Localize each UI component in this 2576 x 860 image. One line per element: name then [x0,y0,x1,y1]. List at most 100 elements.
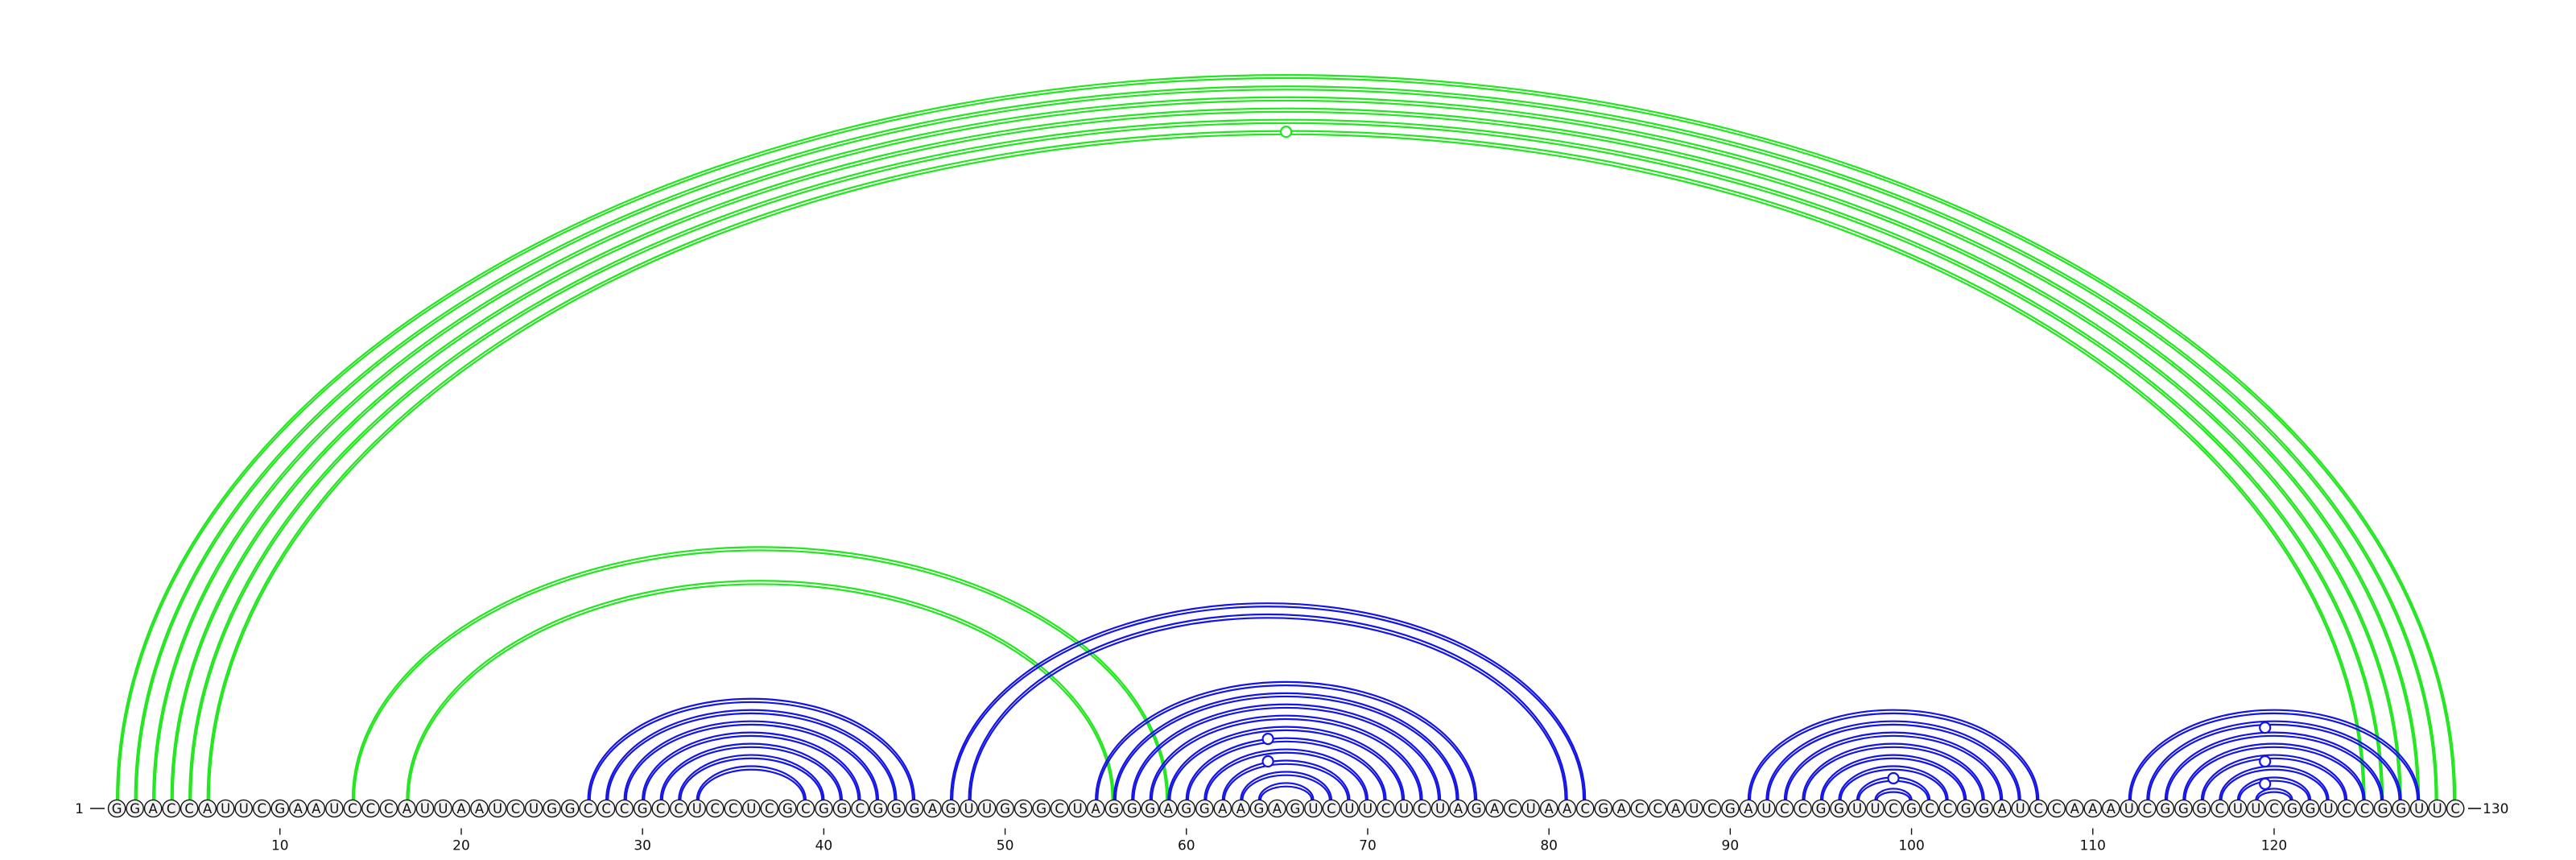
position-tick: 40 [815,828,832,854]
nucleotide-circle [2174,799,2193,818]
base-pair-arc [696,765,807,800]
nucleotide: G [1177,799,1196,818]
nucleotide-circle [1612,799,1631,818]
nucleotide-circle [524,799,543,818]
base-pair-arc-stroke [697,768,805,800]
nucleotide-letter: G [1145,801,1155,817]
nucleotide: U [415,799,435,818]
nucleotide-letter: U [2016,801,2025,817]
nucleotide-circle [579,799,597,818]
nucleotide-letter: U [2433,801,2442,817]
nucleotide-circle [198,799,217,818]
base-pair-arc-stroke [1785,734,2002,800]
base-pair-arc-stroke [1821,757,1966,800]
nucleotide: C [760,799,779,818]
nucleotide-circle [1721,799,1740,818]
nucleotide: G [1902,799,1921,818]
nucleotide-circle [1866,799,1885,818]
nucleotide-letter: C [2360,801,2370,817]
nucleotide-letter: C [674,801,683,817]
base-pair-arc-stroke [643,734,860,800]
base-pair-arc-stroke [1259,785,1313,800]
nucleotide: C [796,799,815,818]
nucleotide-circle [1539,799,1558,818]
base-pair-arc-stroke [642,731,861,800]
arc-marker-circle [2259,777,2272,791]
nucleotide-letter: C [1780,801,1790,817]
nucleotide: G [270,799,290,818]
nucleotide: C [506,799,525,818]
nucleotide-letter: A [1218,801,1228,817]
nucleotide-letter: A [2107,801,2116,817]
tick-label: 120 [2261,838,2287,854]
nucleotide-circle [615,799,634,818]
nucleotide: G [1122,799,1141,818]
position-tick: 60 [1178,828,1195,854]
base-pair-arc-stroke [190,122,2383,800]
nucleotide-circle [361,799,380,818]
nucleotide-letter: G [565,801,576,817]
nucleotide-letter: C [2342,801,2351,817]
base-pair-arc-stroke [2129,712,2419,800]
nucleotide-circle [724,799,743,818]
nucleotide: U [2247,799,2265,818]
nucleotide: U [2319,799,2338,818]
base-pair-arc-stroke [1185,737,1387,800]
base-pair-arc-stroke [1240,771,1333,800]
nucleotide: G [2156,799,2175,818]
base-pair-arc-stroke [2202,757,2347,800]
base-pair-arc [351,546,1170,800]
nucleotide-circle [1086,799,1105,818]
nucleotide-circle [996,799,1014,818]
nucleotide-letter: C [801,801,811,817]
base-pair-arc [1149,714,1423,800]
nucleotide-circle [1340,799,1359,818]
nucleotide-circle [1920,799,1939,818]
nucleotide: U [1304,799,1323,818]
base-pair-arc-stroke [407,583,1113,800]
nucleotide-letter: C [620,801,630,817]
nucleotide-circle [1232,799,1250,818]
nucleotide: U [960,799,978,818]
nucleotide: G [1975,799,1993,818]
base-pair-arc [2164,731,2384,800]
nucleotide-letter: A [294,801,303,817]
base-pair-arc [1783,731,2004,800]
nucleotide-letter: G [1253,801,1264,817]
nucleotide-circle [1195,799,1214,818]
base-pair-arc-stroke [1095,680,1478,800]
nucleotide: U [234,799,254,818]
nucleotide-circle [325,799,344,818]
base-pair-arc-stroke [678,754,825,800]
nucleotide: A [470,799,489,818]
nucleotide-circle [1413,799,1431,818]
nucleotide-circle [434,799,452,818]
nucleotide-circle [307,799,326,818]
nucleotide-letter: U [1526,801,1536,817]
nucleotide: C [651,799,671,818]
nucleotide-circle [2428,799,2446,818]
nucleotide-letter: C [167,801,176,817]
nucleotide-letter: U [329,801,339,817]
nucleotide-letter: C [348,801,357,817]
nucleotide-circle [2065,799,2084,818]
nucleotide-circle [1794,799,1812,818]
nucleotide: C [724,799,743,818]
nucleotide-circle [869,799,888,818]
nucleotide: G [1830,799,1848,818]
nucleotide-circle [2156,799,2175,818]
nucleotide-circle [398,799,416,818]
nucleotide-letter: U [2124,801,2134,817]
nucleotide-circle [162,799,180,818]
base-pair-arc [188,118,2384,800]
nucleotide-letter: G [873,801,884,817]
arc-marker-circle [2259,721,2272,734]
nucleotide: U [488,799,507,818]
nucleotide-circle [2120,799,2139,818]
nucleotide: G [107,799,126,818]
nucleotide-letter: S [1019,801,1027,817]
nucleotide: G [1104,799,1123,818]
nucleotide: G [1195,799,1214,818]
nucleotide: C [597,799,616,818]
base-pair-arc [2128,709,2421,800]
